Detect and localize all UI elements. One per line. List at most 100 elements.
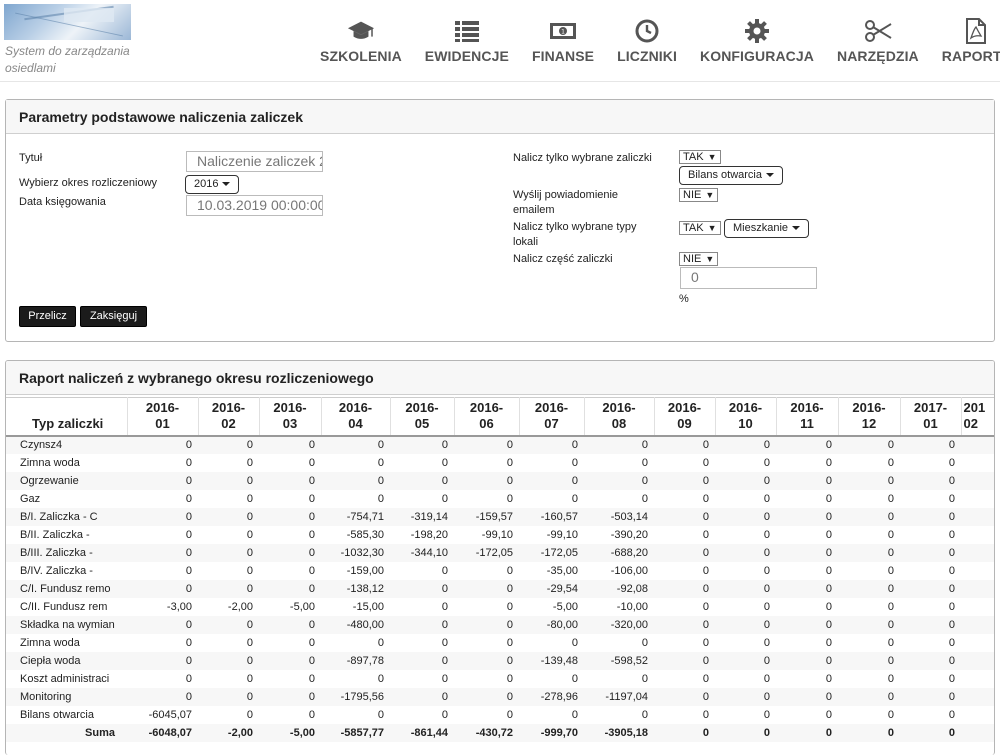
table-cell: 0 [702,564,709,577]
data-ksiegowania-input[interactable]: 10.03.2019 00:00:00 [186,195,323,216]
table-cell: 0 [185,546,192,559]
tytul-input[interactable]: Naliczenie zaliczek 2016 [186,151,323,172]
table-cell: 0 [308,564,315,577]
row-name: Zimna woda [20,636,80,649]
nav-narzedzia[interactable]: NARZĘDZIA [837,18,919,68]
column-header-period[interactable]: 2016- 08 [583,397,654,436]
nav-finanse[interactable]: 1 FINANSE [532,18,594,68]
table-cell: -160,57 [540,510,578,523]
table-cell: -585,30 [346,528,384,541]
table-cell: -3,00 [166,600,192,613]
typy-lokali-value: TAK [683,222,704,234]
column-header-period[interactable]: 2016- 05 [389,397,454,436]
table-cell: 0 [246,546,253,559]
table-cell: -92,08 [616,582,648,595]
table-row: B/IV. Zaliczka - 0 0 0 -159,00 0 0 -35,00 -106,0… [6,562,994,580]
column-header-period[interactable]: 2016- 02 [197,397,259,436]
table-cell: 0 [948,528,955,541]
table-cell: 0 [763,672,770,685]
column-header-period[interactable]: 2016- 12 [837,397,900,436]
okres-dropdown[interactable]: 2016 [185,175,240,194]
wyslij-select[interactable]: NIE ▼ [679,188,719,202]
table-cell: 0 [441,708,448,721]
table-cell: 0 [571,456,578,469]
table-cell: 0 [702,726,709,739]
table-cell: 0 [506,564,513,577]
table-cell: 0 [948,726,955,739]
column-header-period[interactable]: 2016- 10 [714,397,776,436]
table-cell: 0 [948,672,955,685]
table-cell: 0 [308,456,315,469]
table-cell: 0 [308,618,315,631]
table-row: Składka na wymian 0 0 0 -480,00 0 0 -80,00 -320,… [6,615,994,634]
table-cell: 0 [825,618,832,631]
table-cell: 0 [948,492,955,505]
report-table: Typ zaliczki 2016- 01 2016- 02 2016- 03 2016- 04… [6,397,994,742]
typy-lokali-select[interactable]: TAK ▼ [679,221,721,235]
table-cell: -1032,30 [340,546,384,559]
caret-down-icon [765,173,774,178]
zaksieguj-button[interactable]: Zaksięguj [80,306,147,327]
column-header-period[interactable]: 2016- 06 [453,397,519,436]
table-cell: 0 [825,726,832,739]
logo-image[interactable] [4,4,131,40]
czesc-select[interactable]: NIE ▼ [679,252,719,266]
table-cell: -172,05 [540,546,578,559]
table-cell: 0 [825,582,832,595]
column-header-period[interactable]: 2016- 01 [126,397,198,436]
table-cell: 0 [763,600,770,613]
table-cell: 0 [506,618,513,631]
table-cell: 0 [948,654,955,667]
table-cell: 0 [887,528,894,541]
table-cell [961,634,994,652]
table-cell [961,688,994,706]
row-name: Zimna woda [20,456,80,469]
table-cell: -29,54 [546,582,578,595]
column-header-period[interactable]: 2016- 07 [518,397,584,436]
table-cell: 0 [763,582,770,595]
table-cell: 0 [441,474,448,487]
table-cell: -172,05 [475,546,513,559]
column-header-period[interactable]: 201 02 [960,397,994,436]
nav-raporty[interactable]: RAPORTY [942,18,1000,68]
table-cell: -999,70 [540,726,578,739]
nav-konfiguracja[interactable]: KONFIGURACJA [700,18,814,68]
mieszkanie-dropdown[interactable]: Mieszkanie [724,219,810,238]
nav-szkolenia[interactable]: SZKOLENIA [320,18,402,68]
column-header-period[interactable]: 2016- 03 [258,397,321,436]
column-header-period[interactable]: 2017- 01 [899,397,961,436]
table-cell: 0 [441,456,448,469]
nalicz-wybrane-select[interactable]: TAK ▼ [679,150,721,164]
table-cell: 0 [887,726,894,739]
table-cell: 0 [948,546,955,559]
bilans-dropdown[interactable]: Bilans otwarcia [679,166,783,185]
table-row: C/I. Fundusz remo 0 0 0 -138,12 0 0 -29,54 -92,0… [6,579,994,598]
table-cell: -99,10 [481,528,513,541]
table-cell: 0 [377,474,384,487]
okres-label: Wybierz okres rozliczeniowy [19,177,158,189]
table-cell: 0 [308,528,315,541]
gear-icon [743,18,771,44]
column-header-period[interactable]: 2016- 11 [775,397,838,436]
column-header-period[interactable]: 2016- 04 [320,397,390,436]
tytul-label: Tytuł [19,152,43,164]
przelicz-button[interactable]: Przelicz [19,306,76,327]
table-cell: 0 [825,528,832,541]
table-cell: -5,00 [552,600,578,613]
table-cell: 0 [948,474,955,487]
logo-text: System do zarządzania osiedlami [5,44,130,75]
wyslij-value: NIE [683,189,702,201]
procent-input[interactable]: 0 [680,267,817,289]
row-name: Suma [85,726,115,739]
table-cell: 0 [441,672,448,685]
table-cell: 0 [506,474,513,487]
nav-ewidencje-label: EWIDENCJE [424,48,509,64]
column-header-period[interactable]: 2016- 09 [653,397,715,436]
table-cell: 0 [308,546,315,559]
table-cell: -2,00 [227,600,253,613]
table-cell: 0 [441,636,448,649]
table-cell: 0 [506,636,513,649]
nav-liczniki[interactable]: LICZNIKI [617,18,677,68]
column-header-typ[interactable]: Typ zaliczki [32,415,104,431]
nav-ewidencje[interactable]: EWIDENCJE [425,18,509,68]
